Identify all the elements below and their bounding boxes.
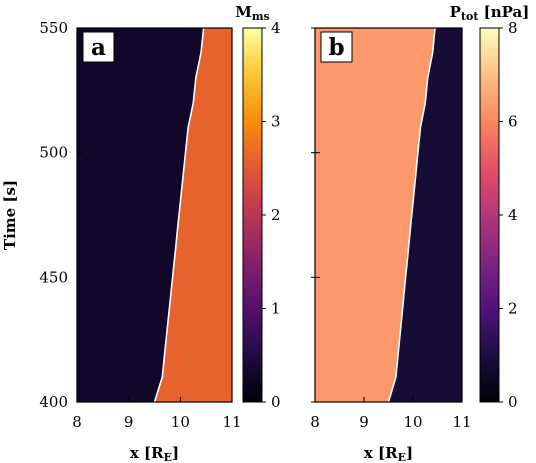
colorbar-tick-label: 1 — [271, 300, 281, 318]
y-axis-label: Time [s] — [1, 180, 19, 250]
panel-label: b — [328, 34, 344, 61]
boundary-line — [153, 28, 205, 402]
heatmap-region-downstream — [154, 28, 232, 402]
colorbar — [242, 27, 263, 403]
x-tick-label: 8 — [310, 413, 320, 431]
colorbar-tick-label: 4 — [508, 206, 518, 224]
panel-a: a 8 9 10 11 400 450 500 550 x [RE] Time [s] 0 1 2 3 4Mm… — [1, 3, 281, 463]
colorbar-title: Mms — [235, 3, 269, 23]
plot-frame — [76, 27, 233, 403]
y-tick-label: 450 — [39, 268, 68, 286]
plot-frame — [314, 27, 463, 403]
colorbar-tick-label: 2 — [508, 300, 518, 318]
colorbar-tick-label: 6 — [508, 113, 518, 131]
colorbar-tick-label: 3 — [271, 113, 281, 131]
y-tick-label: 500 — [39, 144, 68, 162]
panel-label: a — [91, 34, 106, 61]
x-tick-label: 8 — [72, 413, 82, 431]
boundary-line — [387, 28, 436, 402]
x-tick-label: 10 — [171, 413, 190, 431]
colorbar-title: Ptot [nPa] — [450, 3, 530, 23]
colorbar-tick-label: 0 — [508, 393, 518, 411]
colorbar-tick-label: 0 — [271, 393, 281, 411]
colorbar — [479, 27, 500, 403]
panel-label-box — [82, 31, 115, 63]
colorbar-tick-label: 2 — [271, 206, 281, 224]
y-tick-label: 400 — [39, 393, 68, 411]
colorbar-tick-label: 4 — [271, 19, 281, 37]
colorbar-tick-label: 8 — [508, 19, 518, 37]
y-tick-label: 550 — [39, 19, 68, 37]
x-tick-label: 10 — [403, 413, 422, 431]
x-tick-label: 11 — [222, 413, 241, 431]
x-axis-label: x [RE] — [364, 444, 413, 463]
x-tick-label: 11 — [452, 413, 471, 431]
x-tick-label: 9 — [359, 413, 369, 431]
panel-label-box — [320, 31, 353, 63]
x-tick-label: 9 — [124, 413, 134, 431]
heatmap-region-downstream — [388, 28, 462, 402]
x-axis-label: x [RE] — [130, 444, 179, 463]
